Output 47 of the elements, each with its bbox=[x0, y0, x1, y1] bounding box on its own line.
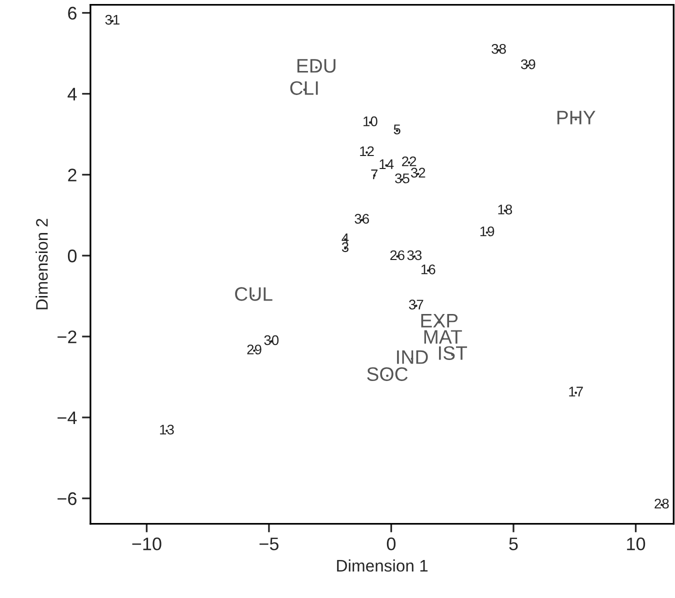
y-tick-label: 2 bbox=[68, 168, 76, 182]
y-tick-label: −6 bbox=[58, 492, 76, 506]
series-label: IND bbox=[397, 350, 428, 364]
series-label: 29 bbox=[247, 344, 262, 354]
series-label: CLI bbox=[290, 81, 318, 95]
series-label: 18 bbox=[498, 204, 512, 214]
y-tick-label: −4 bbox=[58, 412, 77, 424]
series-label: 37 bbox=[408, 300, 424, 310]
series-label: PHY bbox=[557, 110, 596, 124]
y-tick-label: −2 bbox=[58, 330, 76, 344]
series-label: 22 bbox=[402, 156, 416, 166]
series-label: EDU bbox=[297, 59, 336, 73]
series-label: IST bbox=[439, 346, 468, 360]
y-tick-label: 4 bbox=[68, 88, 77, 100]
series-label: 10 bbox=[364, 116, 378, 126]
series-label: SOC bbox=[367, 367, 408, 381]
y-tick-label: 6 bbox=[68, 6, 76, 20]
series-label: 38 bbox=[492, 44, 506, 54]
x-tick-label: 5 bbox=[509, 538, 518, 550]
series-label: 5 bbox=[394, 124, 400, 134]
series-label: 31 bbox=[105, 14, 120, 25]
x-tick-label: −5 bbox=[260, 538, 278, 550]
series-label: 32 bbox=[410, 168, 426, 178]
series-label: 16 bbox=[421, 264, 436, 274]
series-label: 12 bbox=[360, 146, 374, 156]
series-label: 39 bbox=[520, 59, 536, 70]
series-label: 28 bbox=[654, 498, 669, 509]
series-label: 33 bbox=[407, 250, 422, 260]
x-tick-label: 0 bbox=[386, 538, 396, 550]
series-label: 3 bbox=[342, 242, 348, 252]
series-label: 35 bbox=[395, 173, 410, 184]
y-axis-title: Dimension 2 bbox=[36, 218, 48, 310]
series-label: CUL bbox=[235, 287, 272, 301]
series-label: 17 bbox=[569, 386, 583, 396]
series-label: 4 bbox=[342, 233, 349, 244]
series-label: EXP bbox=[421, 314, 458, 328]
series-label: 30 bbox=[264, 335, 279, 346]
x-tick-label: −10 bbox=[132, 538, 162, 550]
series-label: 13 bbox=[160, 424, 174, 435]
series-label: MAT bbox=[424, 330, 462, 344]
x-axis-title: Dimension 1 bbox=[337, 559, 428, 572]
series-label: 14 bbox=[380, 159, 394, 169]
series-label: 19 bbox=[480, 226, 494, 236]
x-tick-label: 10 bbox=[627, 538, 646, 550]
series-label: 36 bbox=[354, 214, 369, 224]
y-tick-label: 0 bbox=[68, 250, 77, 262]
series-label: 26 bbox=[390, 250, 404, 260]
